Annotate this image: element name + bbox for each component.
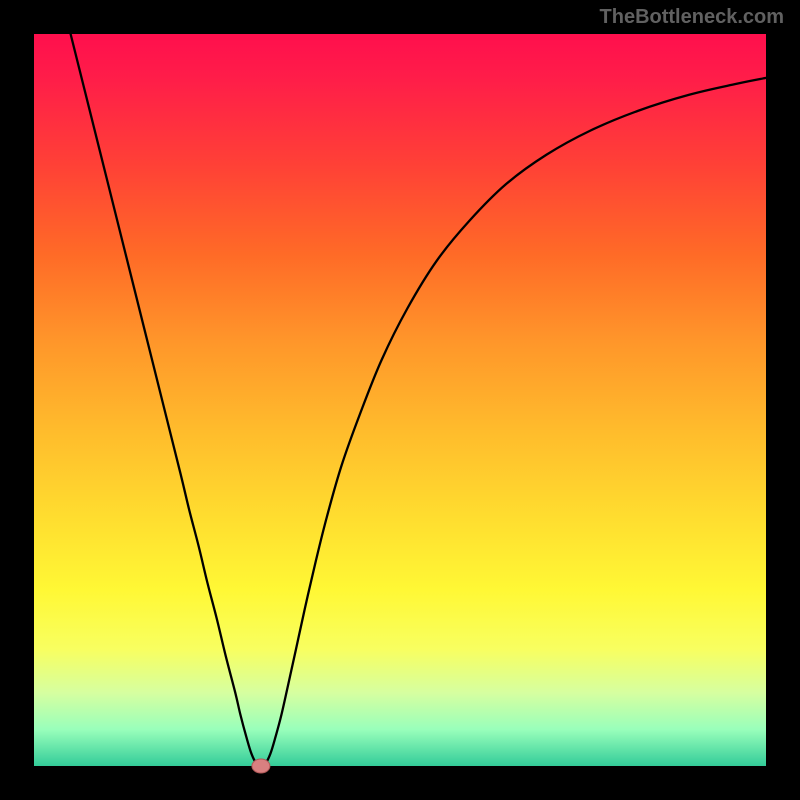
watermark: TheBottleneck.com [600,6,784,29]
chart-plot-bg [34,34,766,766]
chart-svg [0,0,800,800]
chart-container: TheBottleneck.com [0,0,800,800]
minimum-marker [252,759,270,773]
